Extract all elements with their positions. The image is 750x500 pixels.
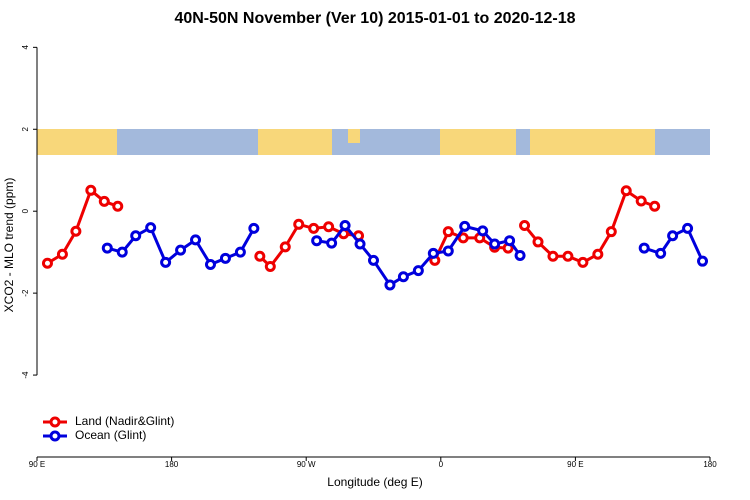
data-point bbox=[532, 236, 544, 248]
x-tick-label: 90 W bbox=[297, 460, 316, 469]
data-point bbox=[519, 220, 531, 232]
data-point bbox=[620, 185, 632, 197]
y-tick-label: 0 bbox=[21, 208, 30, 213]
data-point bbox=[130, 230, 142, 242]
data-point bbox=[219, 252, 231, 264]
data-point bbox=[655, 247, 667, 259]
data-point bbox=[412, 265, 424, 277]
data-point bbox=[457, 232, 469, 244]
legend-marker bbox=[49, 430, 61, 442]
data-point bbox=[160, 256, 172, 268]
data-point bbox=[547, 250, 559, 262]
data-point bbox=[293, 218, 305, 230]
legend-label: Land (Nadir&Glint) bbox=[75, 414, 174, 428]
y-tick-label: -4 bbox=[21, 371, 30, 379]
y-tick-label: 2 bbox=[21, 126, 30, 131]
data-point bbox=[234, 246, 246, 258]
data-point bbox=[368, 254, 379, 266]
data-point bbox=[145, 222, 157, 234]
x-axis-label: Longitude (deg E) bbox=[327, 475, 422, 489]
data-point bbox=[667, 230, 679, 242]
data-point bbox=[442, 245, 454, 257]
data-point bbox=[592, 248, 604, 260]
data-point bbox=[477, 225, 489, 237]
data-point bbox=[311, 235, 323, 247]
y-axis-label: XCO2 - MLO trend (ppm) bbox=[2, 178, 16, 313]
data-point bbox=[638, 242, 650, 254]
data-point bbox=[70, 225, 82, 237]
data-point bbox=[442, 226, 454, 238]
data-point bbox=[489, 238, 501, 250]
chart-title: 40N-50N November (Ver 10) 2015-01-01 to … bbox=[174, 10, 575, 27]
data-point bbox=[112, 200, 124, 212]
data-point bbox=[248, 222, 260, 234]
data-point bbox=[635, 195, 647, 207]
map-strip bbox=[37, 129, 710, 155]
x-tick-label: 180 bbox=[703, 460, 717, 469]
data-point bbox=[577, 256, 589, 268]
data-point bbox=[326, 237, 338, 249]
x-tick-label: 90 E bbox=[29, 460, 45, 469]
data-point bbox=[459, 220, 471, 232]
x-tick-label: 90 E bbox=[567, 460, 583, 469]
data-point bbox=[514, 249, 526, 261]
data-point bbox=[254, 250, 266, 262]
data-point bbox=[175, 244, 187, 256]
data-point bbox=[562, 250, 574, 262]
data-point bbox=[190, 234, 202, 246]
data-point bbox=[323, 221, 335, 233]
x-tick-label: 180 bbox=[165, 460, 179, 469]
data-point bbox=[56, 248, 68, 260]
x-tick-label: 0 bbox=[439, 460, 444, 469]
data-point bbox=[605, 226, 617, 238]
data-point bbox=[279, 241, 291, 253]
data-point bbox=[204, 258, 216, 270]
data-point bbox=[264, 261, 276, 273]
series-line bbox=[523, 188, 656, 265]
data-point bbox=[384, 279, 396, 291]
y-tick-label: -2 bbox=[21, 289, 30, 297]
data-point bbox=[308, 222, 320, 234]
data-point bbox=[101, 242, 113, 254]
data-point bbox=[339, 220, 351, 232]
data-point bbox=[682, 222, 694, 234]
legend-label: Ocean (Glint) bbox=[75, 428, 146, 442]
legend-marker bbox=[49, 416, 61, 428]
data-point bbox=[41, 257, 53, 269]
data-point bbox=[85, 184, 97, 196]
data-point bbox=[697, 255, 709, 267]
data-point bbox=[397, 271, 409, 283]
data-point bbox=[427, 247, 439, 259]
data-point bbox=[504, 235, 516, 247]
data-point bbox=[116, 246, 128, 258]
data-point bbox=[649, 200, 661, 212]
y-tick-label: 4 bbox=[21, 45, 30, 50]
data-point bbox=[354, 238, 366, 250]
data-point bbox=[98, 195, 110, 207]
